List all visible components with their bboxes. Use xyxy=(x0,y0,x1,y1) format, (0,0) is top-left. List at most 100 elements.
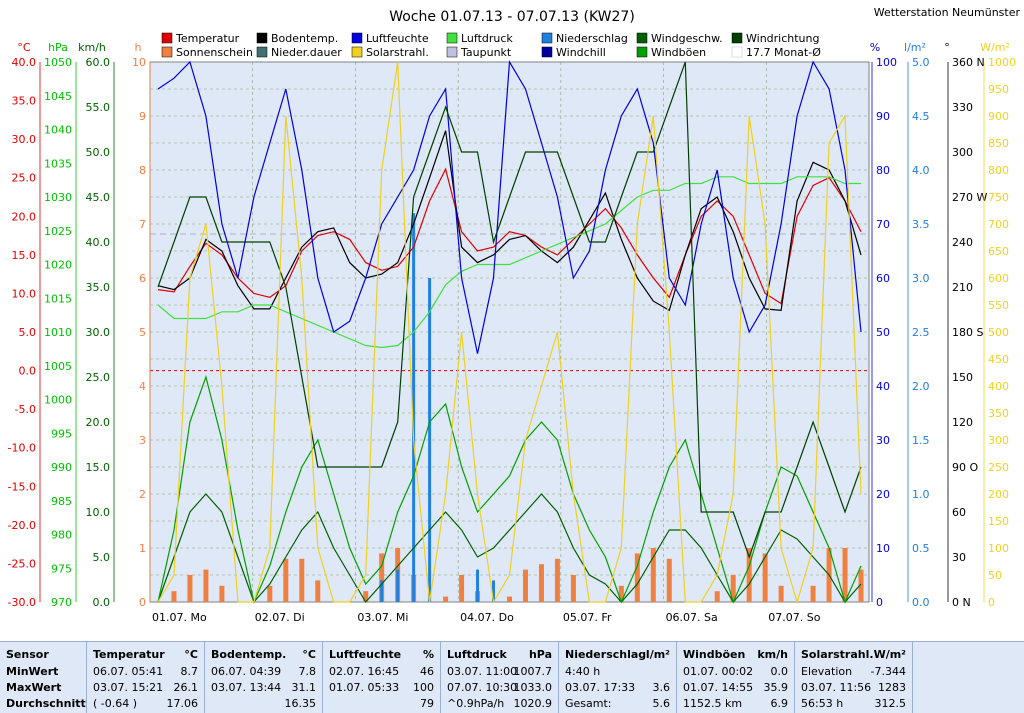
axis-7-tick-3: 850 xyxy=(988,137,1009,150)
axis-7-tick-9: 550 xyxy=(988,299,1009,312)
legend-label-12: Windrichtung xyxy=(746,32,819,45)
stats-cell-value: 79 xyxy=(420,697,434,710)
axis-5-tick-8: 1.0 xyxy=(912,488,930,501)
legend-swatch-1 xyxy=(161,46,173,58)
x-label-1: 02.07. Di xyxy=(255,611,305,624)
axis-1-tick-10: 1000 xyxy=(44,394,72,407)
axis-2-tick-5: 35.0 xyxy=(86,281,111,294)
axis-3-tick-0: 10 xyxy=(132,56,146,69)
stats-col-2: Luftfeuchte% 02.07. 16:45 46 01.07. 05:33 10… xyxy=(323,642,441,713)
axis-5-tick-9: 0.5 xyxy=(912,542,930,555)
axis-5-tick-10: 0.0 xyxy=(912,596,930,609)
axis-7-tick-7: 650 xyxy=(988,245,1009,258)
axis-3-tick-6: 4 xyxy=(139,380,146,393)
axis-7-tick-10: 500 xyxy=(988,326,1009,339)
bar-Niederschlag-14 xyxy=(380,580,384,602)
bar-Sonnenschein-29 xyxy=(618,585,624,602)
axis-1-tick-2: 1040 xyxy=(44,124,72,137)
axis-0-tick-6: 10.0 xyxy=(12,287,37,300)
axis-6-tick-0: 360 N xyxy=(952,56,985,69)
stats-col-5: Windböen km/h 01.07. 00:02 0.0 01.07. 14:55 3… xyxy=(677,642,795,713)
series-lines xyxy=(157,60,862,605)
axis-7-tick-13: 350 xyxy=(988,407,1009,420)
axis-5-tick-7: 1.5 xyxy=(912,434,930,447)
stats-cell-label: Gesamt: xyxy=(565,697,612,710)
stats-col-unit: hPa xyxy=(528,648,552,661)
stats-cell-value: 16.35 xyxy=(284,697,317,710)
stats-cell-label: 4:40 h xyxy=(565,665,601,678)
axis-1-tick-8: 1010 xyxy=(44,326,72,339)
axis-2-tick-4: 40.0 xyxy=(86,236,111,249)
stats-cell-label: 03.07. 11:56 xyxy=(801,681,872,694)
stats-cell-label: 03.07. 17:33 xyxy=(565,681,636,694)
stats-cell-value: 7.8 xyxy=(298,665,317,678)
station-name: Wetterstation Neumünster xyxy=(874,6,1021,19)
axis-7-tick-11: 450 xyxy=(988,353,1009,366)
axis-6-tick-4: 240 xyxy=(952,236,973,249)
axis-3-tick-9: 1 xyxy=(139,542,146,555)
axis-3-tick-7: 3 xyxy=(139,434,146,447)
bar-Sonnenschein-13 xyxy=(363,591,369,602)
legend-swatch-8 xyxy=(541,32,553,44)
stats-cell-label: 06.07. 05:41 xyxy=(93,665,164,678)
legend-swatch-6 xyxy=(446,32,458,44)
stats-col-unit: W/m² xyxy=(873,648,906,661)
axis-0-tick-1: 35.0 xyxy=(12,95,37,108)
legend-swatch-12 xyxy=(731,32,743,44)
axis-1-tick-5: 1025 xyxy=(44,225,72,238)
bar-Sonnenschein-30 xyxy=(634,553,640,602)
legend-swatch-4 xyxy=(351,32,363,44)
axis-4-tick-7: 30 xyxy=(876,434,890,447)
bar-Sonnenschein-32 xyxy=(666,558,672,602)
axis-4-tick-6: 40 xyxy=(876,380,890,393)
stats-col-title: Solarstrahl. xyxy=(801,648,874,661)
bar-Niederschlag-15 xyxy=(396,569,400,602)
stats-cell-label: 06.07. 04:39 xyxy=(211,665,282,678)
legend-label-5: Solarstrahl. xyxy=(366,46,429,59)
x-label-2: 03.07. Mi xyxy=(357,611,408,624)
legend-label-13: 17.7 Monat-Ø xyxy=(746,46,821,59)
axis-6-tick-12: 0 N xyxy=(952,596,971,609)
legend-label-11: Windböen xyxy=(651,46,706,59)
bar-Sonnenschein-38 xyxy=(762,553,768,602)
chart-title: Woche 01.07.13 - 07.07.13 (KW27) xyxy=(389,9,635,25)
line-Windböen xyxy=(157,374,862,604)
bar-Sonnenschein-37 xyxy=(746,548,752,602)
stats-col-4: Niederschlag l/m² 4:40 h 03.07. 17:33 3.6 Ges… xyxy=(559,642,677,713)
stats-cell-value: 1007.7 xyxy=(513,665,553,678)
legend-label-7: Taupunkt xyxy=(460,46,512,59)
stats-col-3: Luftdruck hPa 03.07. 11:00 1007.7 07.07. 10:… xyxy=(441,642,559,713)
axis-0-unit: °C xyxy=(17,41,31,54)
axis-2-tick-1: 55.0 xyxy=(86,101,111,114)
axis-6-tick-7: 150 xyxy=(952,371,973,384)
axis-0-tick-7: 5.0 xyxy=(19,326,37,339)
axis-7-tick-16: 200 xyxy=(988,488,1009,501)
axis-7-unit: W/m² xyxy=(980,41,1010,54)
axis-2-tick-2: 50.0 xyxy=(86,146,111,159)
stats-min-label: MinWert xyxy=(6,665,59,678)
legend-swatch-3 xyxy=(256,46,268,58)
axis-6-tick-11: 30 xyxy=(952,551,966,564)
line-Luftdruck xyxy=(157,176,861,349)
axis-0-tick-10: -10.0 xyxy=(8,442,36,455)
line-Windgeschw. xyxy=(157,493,862,604)
stats-cell-label: ( -0.64 ) xyxy=(93,697,138,710)
legend-label-1: Sonnenschein xyxy=(176,46,253,59)
axis-6-tick-9: 90 O xyxy=(952,461,978,474)
x-label-3: 04.07. Do xyxy=(460,611,514,624)
axis-5-tick-2: 4.0 xyxy=(912,164,930,177)
stats-rowlabels: Sensor MinWert MaxWert Durchschnitt xyxy=(0,642,87,713)
legend-swatch-9 xyxy=(541,46,553,58)
axis-1-unit: hPa xyxy=(48,41,68,54)
line-Solarstrahl. xyxy=(157,61,862,605)
line-Bodentemp. xyxy=(157,130,862,312)
stats-cell-value: 6.9 xyxy=(770,697,789,710)
bar-Sonnenschein-36 xyxy=(730,575,736,602)
axis-4-tick-10: 0 xyxy=(876,596,883,609)
axis-3-tick-3: 7 xyxy=(139,218,146,231)
axis-1-tick-3: 1035 xyxy=(44,157,72,170)
stats-cell-value: 31.1 xyxy=(291,681,317,694)
bar-Niederschlag-21 xyxy=(492,580,496,602)
stats-cell-label: 03.07. 11:00 xyxy=(447,665,518,678)
